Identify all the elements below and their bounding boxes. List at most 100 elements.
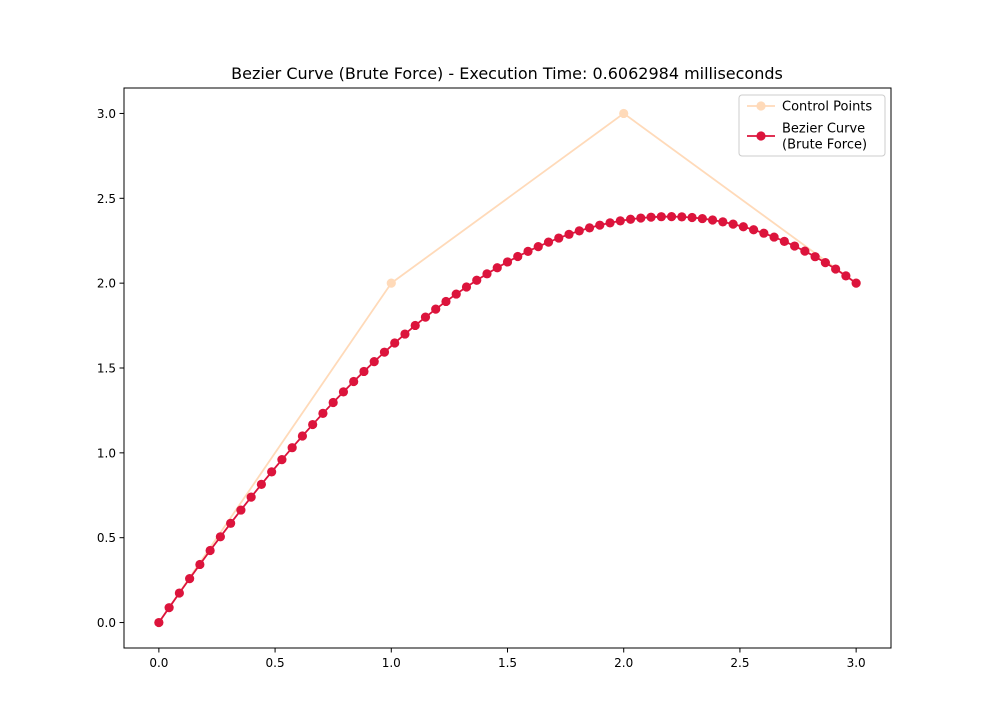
bezier-point-marker	[420, 312, 431, 322]
bezier-point-marker	[267, 467, 277, 477]
bezier-point-marker	[697, 213, 707, 224]
y-tick-label: 0.0	[97, 616, 116, 630]
bezier-point-marker	[595, 220, 605, 230]
bezier-point-marker	[687, 212, 697, 223]
x-tick-label: 0.5	[266, 656, 285, 670]
legend-label-line: Bezier Curve	[782, 122, 865, 137]
bezier-point-marker	[154, 617, 164, 628]
control-point-marker	[386, 278, 396, 288]
bezier-point-marker	[338, 387, 349, 397]
bezier-point-marker	[523, 246, 533, 256]
bezier-point-marker	[820, 258, 830, 268]
bezier-point-marker	[400, 329, 410, 339]
y-tick-label: 2.0	[97, 277, 116, 291]
legend-label: Bezier Curve (Brute Force)	[782, 122, 867, 153]
bezier-point-marker	[564, 229, 574, 239]
bezier-point-marker	[779, 236, 789, 246]
bezier-point-marker	[533, 242, 543, 252]
bezier-point-marker	[226, 518, 236, 528]
bezier-point-marker	[584, 223, 595, 233]
x-tick-label: 3.0	[847, 656, 866, 670]
bezier-point-marker	[574, 226, 584, 236]
bezier-point-marker	[318, 408, 328, 418]
bezier-point-marker	[349, 376, 359, 387]
bezier-point-marker	[174, 588, 184, 598]
bezier-point-marker	[769, 232, 779, 242]
bezier-point-marker	[831, 264, 841, 274]
legend-marker	[756, 101, 766, 111]
legend-label-line: Control Points	[782, 100, 872, 115]
legend-marker	[756, 131, 766, 141]
y-tick-label: 3.0	[97, 107, 116, 121]
bezier-point-marker	[185, 574, 195, 584]
bezier-point-marker	[666, 211, 677, 222]
y-tick-label: 2.5	[97, 192, 116, 206]
bezier-point-marker	[677, 212, 687, 222]
bezier-point-marker	[615, 216, 625, 226]
bezier-point-marker	[718, 217, 728, 227]
bezier-point-marker	[707, 215, 718, 225]
bezier-point-marker	[277, 455, 287, 465]
bezier-point-marker	[502, 257, 513, 267]
bezier-point-marker	[369, 357, 379, 367]
x-tick-label: 1.0	[382, 656, 401, 670]
chart-title: Bezier Curve (Brute Force) - Execution T…	[231, 64, 783, 83]
bezier-point-marker	[246, 492, 256, 502]
bezier-point-marker	[215, 532, 225, 542]
bezier-point-marker	[790, 241, 800, 251]
bezier-point-marker	[851, 278, 861, 288]
x-tick-label: 1.5	[498, 656, 517, 670]
bezier-point-marker	[554, 233, 564, 243]
bezier-point-marker	[164, 603, 174, 613]
x-tick-label: 2.0	[614, 656, 633, 670]
legend-item-control-points: Control Points	[747, 100, 872, 115]
bezier-point-marker	[451, 289, 461, 299]
bezier-point-marker	[379, 347, 390, 357]
bezier-point-marker	[308, 419, 318, 430]
bezier-point-marker	[410, 320, 420, 331]
bezier-point-marker	[328, 397, 338, 408]
y-tick-label: 0.5	[97, 531, 116, 545]
bezier-point-marker	[605, 218, 615, 228]
bezier-point-marker	[749, 225, 759, 235]
bezier-point-marker	[359, 366, 369, 377]
bezier-point-marker	[625, 214, 636, 224]
bezier-point-marker	[513, 251, 523, 262]
bezier-point-marker	[728, 219, 738, 229]
bezier-point-marker	[390, 338, 400, 348]
bezier-point-marker	[195, 559, 205, 570]
bezier-point-marker	[800, 246, 810, 256]
bezier-point-marker	[236, 505, 246, 515]
bezier-point-marker	[441, 296, 451, 307]
bezier-point-marker	[646, 212, 656, 222]
bezier-curve-series	[154, 211, 861, 628]
control-point-marker	[619, 108, 629, 119]
bezier-point-marker	[297, 431, 308, 441]
bezier-point-marker	[759, 228, 769, 238]
legend-label: Control Points	[782, 100, 872, 115]
axes: 0.0 0.5 1.0 1.5 2.0 2.5 3.0 0.0 0.5 1.0 1.5 2.0 2.5 3…	[97, 87, 892, 670]
bezier-point-marker	[482, 269, 492, 279]
control-polygon-line	[158, 112, 857, 624]
bezier-point-marker	[461, 282, 472, 292]
bezier-point-marker	[431, 304, 441, 314]
bezier-point-marker	[287, 443, 297, 453]
legend-box	[738, 94, 886, 157]
y-tick-label: 1.5	[97, 362, 116, 376]
x-tick-label: 2.5	[730, 656, 749, 670]
bezier-point-marker	[841, 271, 851, 281]
bezier-point-marker	[810, 252, 820, 262]
y-tick-label: 1.0	[97, 446, 116, 460]
x-tick-label: 0.0	[149, 656, 168, 670]
bezier-point-marker	[492, 263, 502, 273]
bezier-point-marker	[636, 213, 646, 223]
bezier-point-marker	[205, 545, 215, 556]
plot-area	[154, 108, 861, 628]
bezier-point-marker	[256, 479, 266, 489]
bezier-point-marker	[543, 237, 554, 247]
legend-item-bezier-curve: Bezier Curve (Brute Force)	[747, 122, 867, 153]
legend-label-line: (Brute Force)	[782, 138, 867, 153]
bezier-point-marker	[656, 212, 666, 222]
bezier-point-marker	[472, 275, 482, 285]
